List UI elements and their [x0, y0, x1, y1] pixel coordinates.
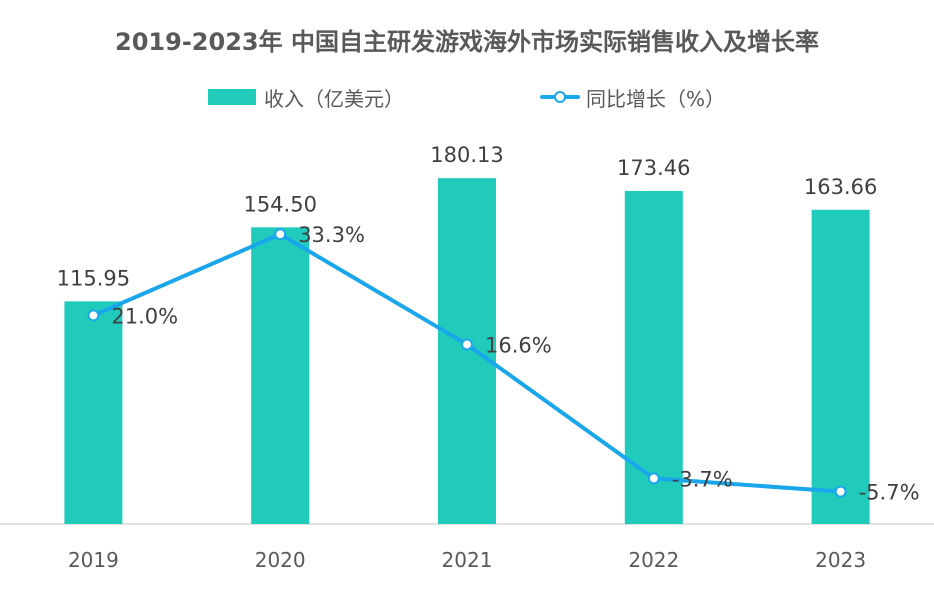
- legend-swatch-revenue: [208, 89, 256, 105]
- data-label-revenue-2019: 115.95: [57, 266, 130, 290]
- data-label-growth-2020: 33.3%: [298, 223, 365, 247]
- point-growth-2021: [461, 338, 473, 351]
- bar-revenue-2021: [438, 178, 496, 525]
- legend-swatch-growth: [540, 91, 580, 103]
- data-label-growth-2023: -5.7%: [859, 481, 920, 505]
- bar-revenue-2023: [811, 209, 870, 524]
- data-label-revenue-2020: 154.50: [243, 192, 316, 216]
- x-tick-label-2019: 2019: [68, 548, 119, 572]
- point-growth-2020: [274, 228, 287, 241]
- bar-revenue-2019: [64, 301, 123, 524]
- data-label-revenue-2022: 173.46: [617, 156, 690, 180]
- x-tick-label-2023: 2023: [815, 548, 866, 572]
- chart-title: 2019-2023年 中国自主研发游戏海外市场实际销售收入及增长率: [115, 28, 819, 56]
- data-label-revenue-2023: 163.66: [804, 175, 877, 199]
- data-label-growth-2021: 16.6%: [485, 333, 552, 357]
- bar-revenue-2022: [624, 190, 683, 525]
- data-label-revenue-2021: 180.13: [430, 143, 503, 167]
- point-growth-2023: [834, 485, 847, 498]
- legend-item-growth: 同比增长（%）: [540, 84, 726, 111]
- legend-label-growth: 同比增长（%）: [586, 86, 726, 111]
- legend-item-revenue: 收入（亿美元）: [208, 84, 404, 111]
- data-label-growth-2022: -3.7%: [672, 467, 733, 491]
- x-tick-label-2022: 2022: [628, 548, 679, 572]
- x-tick-label-2020: 2020: [255, 548, 306, 572]
- legend-label-revenue: 收入（亿美元）: [264, 86, 404, 111]
- data-label-growth-2019: 21.0%: [111, 304, 178, 328]
- bar-revenue-2020: [251, 227, 310, 525]
- x-tick-label-2021: 2021: [442, 548, 493, 572]
- point-growth-2019: [87, 309, 100, 322]
- point-growth-2022: [647, 472, 660, 485]
